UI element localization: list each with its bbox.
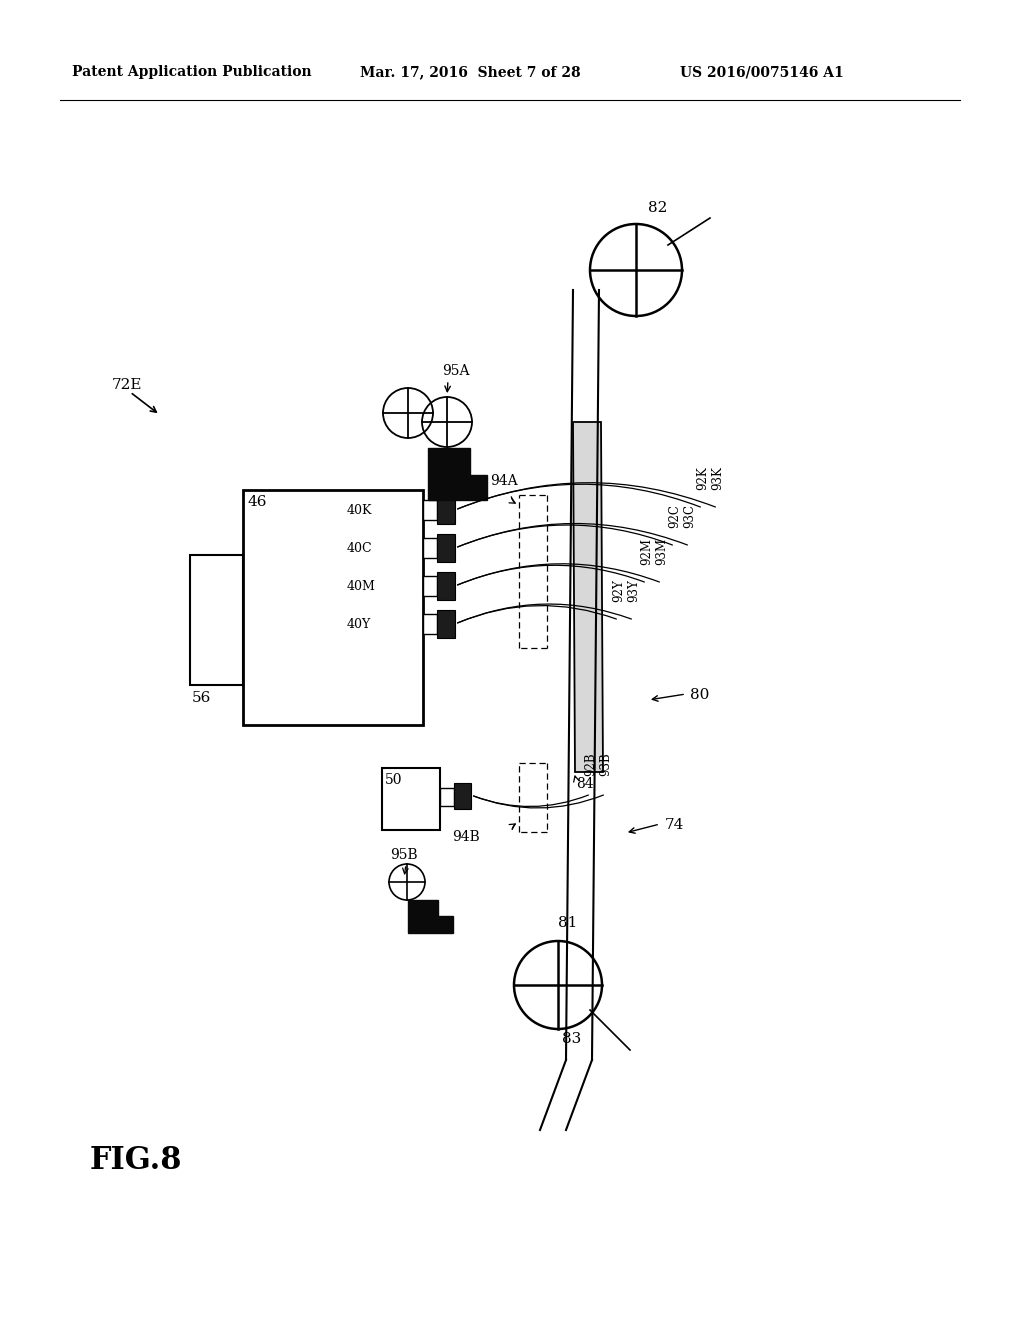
Text: 40K: 40K <box>347 503 373 516</box>
Bar <box>423 614 437 634</box>
Text: 94A: 94A <box>490 474 517 488</box>
Bar <box>454 783 471 809</box>
Text: 95B: 95B <box>390 847 418 862</box>
Polygon shape <box>408 900 453 933</box>
Bar <box>437 496 455 524</box>
Text: 93M: 93M <box>655 537 669 565</box>
Text: 92M: 92M <box>640 539 653 565</box>
Text: 92C: 92C <box>669 504 682 528</box>
Text: 95A: 95A <box>442 364 469 378</box>
Bar <box>423 500 437 520</box>
Text: 80: 80 <box>690 688 710 702</box>
Polygon shape <box>573 422 603 772</box>
Text: 72E: 72E <box>112 378 142 392</box>
Text: 93Y: 93Y <box>628 579 640 602</box>
Text: US 2016/0075146 A1: US 2016/0075146 A1 <box>680 65 844 79</box>
Bar <box>423 539 437 558</box>
Text: 82: 82 <box>648 201 668 215</box>
Text: Mar. 17, 2016  Sheet 7 of 28: Mar. 17, 2016 Sheet 7 of 28 <box>360 65 581 79</box>
Bar <box>382 768 440 830</box>
Text: 92Y: 92Y <box>612 579 626 602</box>
Text: 83: 83 <box>562 1032 582 1045</box>
Bar <box>437 535 455 562</box>
Text: 81: 81 <box>558 916 578 931</box>
Text: 40M: 40M <box>347 579 376 593</box>
Text: 40C: 40C <box>347 541 373 554</box>
Text: 50: 50 <box>385 774 402 787</box>
Bar <box>440 788 454 807</box>
Text: 40Y: 40Y <box>347 618 372 631</box>
Text: 74: 74 <box>665 818 684 832</box>
Text: 94B: 94B <box>452 830 480 843</box>
Text: FIG.8: FIG.8 <box>90 1144 182 1176</box>
Text: 93C: 93C <box>683 504 696 528</box>
Text: 84: 84 <box>575 777 594 791</box>
Text: 46: 46 <box>248 495 267 510</box>
Bar <box>423 576 437 597</box>
Bar <box>190 554 243 685</box>
Bar <box>437 572 455 601</box>
Bar <box>437 610 455 638</box>
Polygon shape <box>428 447 487 500</box>
Bar <box>243 490 423 725</box>
Text: 56: 56 <box>193 690 211 705</box>
Text: 92B: 92B <box>585 752 597 776</box>
Text: Patent Application Publication: Patent Application Publication <box>72 65 311 79</box>
Text: 93K: 93K <box>712 466 725 490</box>
Text: 93B: 93B <box>599 752 612 776</box>
Text: 92K: 92K <box>696 466 710 490</box>
